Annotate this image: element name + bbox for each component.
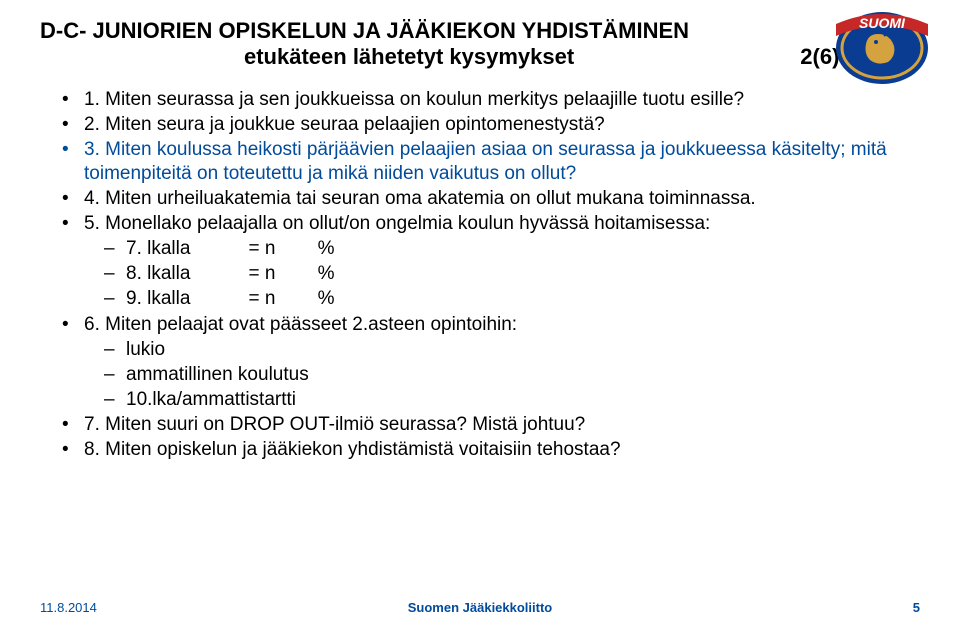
q5: 5. Monellako pelaajalla on ollut/on onge… <box>84 212 920 235</box>
footer-org: Suomen Jääkiekkoliitto <box>408 600 553 615</box>
q6-sub-10: 10.lka/ammattistartti <box>84 388 920 411</box>
title-line1: D-C- JUNIORIEN OPISKELUN JA JÄÄKIEKON YH… <box>40 18 920 44</box>
q5-sub-8: 8. lkalla = n % <box>84 262 920 285</box>
q4: 4. Miten urheiluakatemia tai seuran oma … <box>84 187 920 210</box>
q1: 1. Miten seurassa ja sen joukkueissa on … <box>84 88 920 111</box>
q6: 6. Miten pelaajat ovat päässeet 2.asteen… <box>84 313 920 336</box>
q3: 3. Miten koulussa heikosti pärjäävien pe… <box>84 138 920 184</box>
q5-sub-7-text: 7. lkalla = n % <box>126 238 335 259</box>
page-count: 2(6) <box>580 44 839 69</box>
q6-sub-lukio: lukio <box>84 338 920 361</box>
title-block: D-C- JUNIORIEN OPISKELUN JA JÄÄKIEKON YH… <box>40 18 920 70</box>
q5-sub-7: 7. lkalla = n % <box>84 237 920 260</box>
suomi-logo: SUOMI <box>828 4 936 91</box>
footer-date: 11.8.2014 <box>40 600 97 615</box>
q7: 7. Miten suuri on DROP OUT-ilmiö seurass… <box>84 413 920 436</box>
title-line2: etukäteen lähetetyt kysymykset <box>244 44 574 69</box>
footer-page: 5 <box>913 600 920 615</box>
q5-sub-8-text: 8. lkalla = n % <box>126 263 335 284</box>
question-list: 1. Miten seurassa ja sen joukkueissa on … <box>40 88 920 462</box>
q8: 8. Miten opiskelun ja jääkiekon yhdistäm… <box>84 438 920 461</box>
q6-sub-amm: ammatillinen koulutus <box>84 363 920 386</box>
title-line2-wrap: etukäteen lähetetyt kysymykset 2(6) <box>40 44 920 70</box>
q2: 2. Miten seura ja joukkue seuraa pelaaji… <box>84 113 920 136</box>
svg-text:SUOMI: SUOMI <box>859 15 906 31</box>
q5-sub-9-text: 9. lkalla = n % <box>126 288 335 309</box>
footer: 11.8.2014 Suomen Jääkiekkoliitto 5 <box>40 600 920 615</box>
q5-sub-9: 9. lkalla = n % <box>84 287 920 310</box>
